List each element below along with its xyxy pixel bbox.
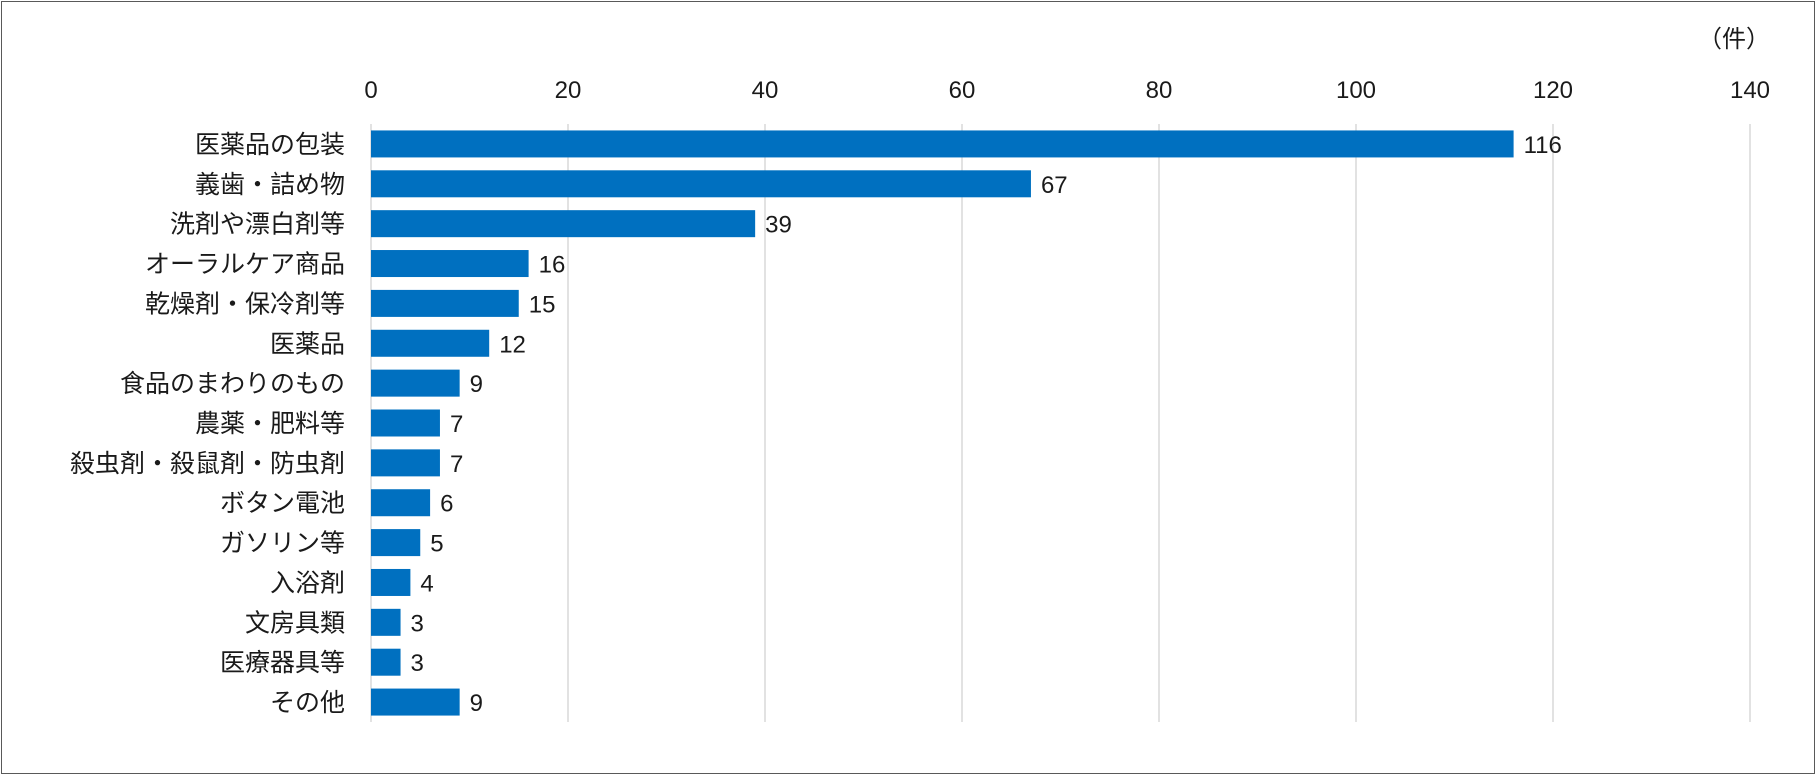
x-tick-label: 0 [364, 77, 377, 104]
x-axis-ticks: 0 20 40 60 80 100 120 140 [364, 77, 1770, 104]
value-label: 12 [499, 331, 526, 358]
bar [371, 250, 529, 278]
category-label: 洗剤や漂白剤等 [170, 211, 345, 239]
value-label: 116 [1524, 132, 1562, 159]
bar [371, 489, 431, 517]
category-label: 義歯・詰め物 [195, 171, 345, 199]
category-label: 殺虫剤・殺鼠剤・防虫剤 [70, 450, 345, 478]
x-tick-label: 120 [1533, 77, 1573, 104]
value-label: 4 [420, 570, 433, 597]
bars [371, 130, 1514, 716]
bar [371, 130, 1514, 158]
category-labels: 医薬品の包装義歯・詰め物洗剤や漂白剤等オーラルケア商品乾燥剤・保冷剤等医薬品食品… [70, 131, 345, 717]
category-label: 医療器具等 [220, 649, 345, 677]
category-label: 文房具類 [245, 609, 345, 637]
value-label: 5 [430, 531, 443, 558]
bar [371, 170, 1031, 198]
unit-label: （件） [1698, 26, 1770, 53]
category-label: 乾燥剤・保冷剤等 [145, 290, 345, 318]
category-label: 入浴剤 [270, 569, 345, 597]
category-label: 医薬品 [270, 330, 345, 358]
value-label: 9 [470, 371, 483, 398]
category-label: その他 [270, 689, 345, 717]
category-label: ボタン電池 [220, 490, 345, 518]
value-label: 7 [450, 411, 463, 438]
category-label: 医薬品の包装 [195, 131, 345, 159]
bar [371, 409, 440, 437]
x-tick-label: 60 [949, 77, 976, 104]
category-label: 食品のまわりのもの [120, 370, 345, 398]
value-label: 6 [440, 491, 453, 518]
bar [371, 329, 490, 357]
bar [371, 608, 401, 636]
x-tick-label: 40 [752, 77, 779, 104]
category-label: オーラルケア商品 [145, 251, 345, 279]
value-label: 3 [411, 650, 424, 677]
x-tick-label: 80 [1146, 77, 1173, 104]
x-tick-label: 140 [1730, 77, 1770, 104]
x-tick-label: 100 [1336, 77, 1376, 104]
value-label: 39 [765, 212, 792, 239]
value-label: 3 [411, 610, 424, 637]
bar [371, 688, 460, 716]
bar [371, 210, 756, 238]
category-label: ガソリン等 [220, 530, 345, 558]
value-label: 7 [450, 451, 463, 478]
value-label: 9 [470, 690, 483, 717]
bar [371, 568, 411, 596]
value-label: 67 [1041, 172, 1068, 199]
value-label: 16 [539, 252, 566, 279]
bar [371, 369, 460, 397]
bar [371, 648, 401, 676]
bar [371, 529, 421, 557]
value-label: 15 [529, 291, 556, 318]
bar [371, 289, 519, 317]
x-tick-label: 20 [555, 77, 582, 104]
category-label: 農薬・肥料等 [195, 410, 345, 438]
bar [371, 449, 440, 477]
